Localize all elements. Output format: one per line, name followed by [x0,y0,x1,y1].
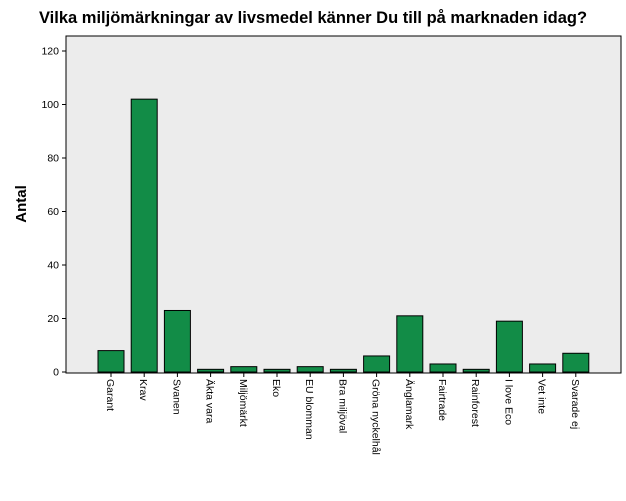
x-tick-label: Gröna nyckelhål [370,379,382,455]
y-axis-label: Antal [13,185,30,223]
y-tick-label: 0 [53,367,59,379]
bar [329,368,357,373]
bar [429,363,457,373]
x-tick-label: Garant [104,379,116,411]
bar [163,309,191,373]
x-tick-label: Eko [270,379,282,397]
x-tick-label: Vet inte [536,379,548,414]
bar [230,366,258,373]
bar [562,352,590,373]
x-tick-label: Rainforest [469,379,481,427]
bars-layer [97,98,590,373]
y-tick-label: 20 [47,313,59,325]
x-tick-label: EU blomman [303,379,315,440]
x-tick-label: Miljömärkt [237,379,249,427]
bar [363,355,391,373]
x-tick-label: Änglamark [403,379,415,430]
bar [97,350,125,373]
x-tick-label: I love Eco [502,379,514,425]
x-tick-label: Krav [137,379,149,401]
plot-area [65,35,622,374]
bar [529,363,557,373]
x-tick-label: Äkta vara [204,379,216,424]
x-tick-label: Bra miljöval [336,379,348,433]
y-tick-label: 100 [41,99,59,111]
bar [197,368,225,373]
y-axis: 0 20 40 60 80 100 120 [41,46,66,379]
y-tick-label: 60 [47,206,59,218]
y-tick-label: 80 [47,153,59,165]
x-tick-label: Fairtrade [436,379,448,421]
bar [296,366,324,373]
bar [396,315,424,373]
bar [263,368,291,373]
x-axis: Garant Krav Svanen Äkta vara Miljömärkt Eko EU… [104,373,581,455]
bar [495,320,523,373]
chart-title: Vilka miljömärkningar av livsmedel känne… [38,9,588,27]
bar [130,98,158,373]
y-tick-label: 120 [41,46,59,58]
y-tick-label: 40 [47,260,59,272]
x-tick-label: Svanen [170,379,182,415]
x-tick-label: Svarade ej [569,379,581,429]
bar [462,368,490,373]
